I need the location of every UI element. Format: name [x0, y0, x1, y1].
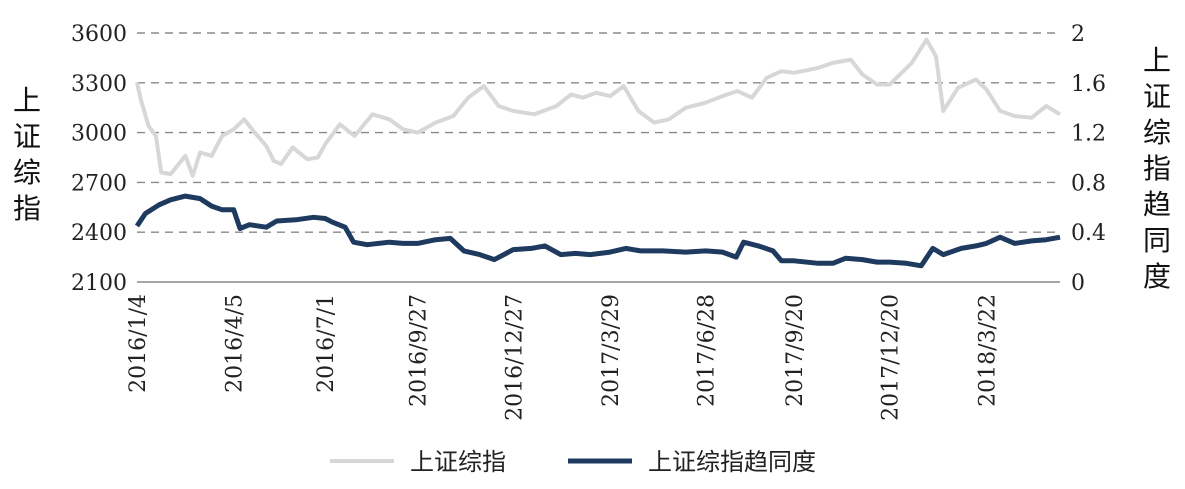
x-tick-label: 2016/7/1: [314, 294, 339, 393]
x-tick-label: 2017/6/28: [695, 294, 720, 407]
legend-label: 上证综指趋同度: [648, 448, 816, 476]
x-tick-label: 2017/9/20: [783, 294, 808, 407]
x-axis-ticks: 2016/1/4 2016/4/5 2016/7/1 2016/9/27 2016/12…: [126, 294, 1000, 421]
legend: 上证综指 上证综指趋同度: [330, 448, 816, 476]
right-tick-label: 1.6: [1071, 72, 1106, 97]
right-tick-label: 0: [1071, 271, 1085, 296]
axis-title-char: 度: [1143, 260, 1171, 293]
x-tick-label: 2018/3/22: [975, 294, 1000, 407]
left-tick-label: 2100: [71, 271, 127, 296]
right-axis-title: 上证综指趋同度: [1143, 44, 1171, 293]
axis-title-char: 证: [1143, 80, 1171, 113]
right-tick-label: 0.8: [1071, 171, 1106, 196]
series-line: [134, 193, 1061, 269]
x-tick-label: 2016/1/4: [126, 294, 151, 393]
axis-title-char: 指: [1143, 152, 1171, 185]
x-tick-label: 2016/12/27: [502, 294, 527, 421]
left-tick-label: 2400: [71, 221, 127, 246]
axis-title-char: 上: [13, 84, 41, 117]
left-tick-label: 2700: [71, 171, 127, 196]
series-line: [135, 37, 1062, 178]
left-tick-label: 3000: [71, 122, 127, 147]
x-tick-label: 2016/9/27: [407, 294, 432, 407]
axis-title-char: 上: [1143, 44, 1171, 77]
x-tick-label: 2017/3/29: [599, 294, 624, 407]
left-tick-label: 3300: [71, 72, 127, 97]
series-lines: [134, 37, 1062, 269]
left-axis-ticks: 3600 3300 3000 2700 2400 2100: [71, 22, 127, 296]
left-axis-title: 上证综指: [13, 84, 41, 225]
axis-title-char: 指: [13, 192, 41, 225]
x-tick-label: 2017/12/20: [879, 294, 904, 421]
legend-label: 上证综指: [410, 448, 506, 476]
axis-title-char: 同: [1143, 224, 1171, 257]
axis-title-char: 趋: [1143, 188, 1171, 221]
right-axis-ticks: 2 1.6 1.2 0.8 0.4 0: [1071, 22, 1106, 296]
axis-title-char: 综: [1143, 116, 1171, 149]
x-tick-label: 2016/4/5: [223, 294, 248, 393]
axis-title-char: 综: [13, 156, 41, 189]
left-tick-label: 3600: [71, 22, 127, 47]
right-tick-label: 0.4: [1071, 221, 1106, 246]
right-tick-label: 2: [1071, 22, 1085, 47]
right-tick-label: 1.2: [1071, 122, 1106, 147]
gridlines: [137, 32, 1060, 233]
axis-title-char: 证: [13, 120, 41, 153]
